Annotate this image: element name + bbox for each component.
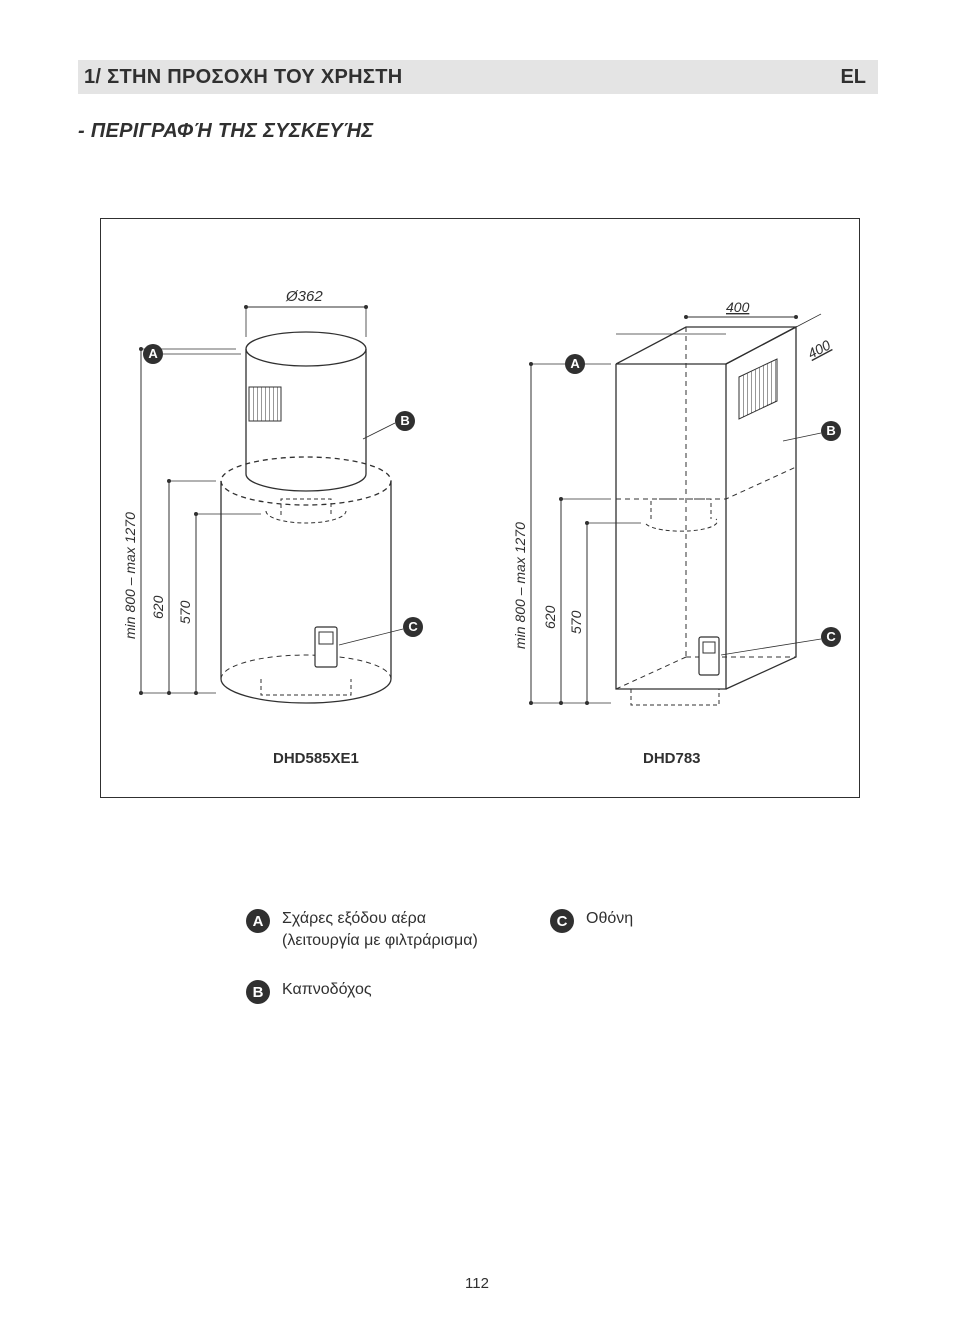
legend-item-b: B Καπνοδόχος [246,979,372,1004]
legend-item-c: C Οθόνη [550,908,633,933]
dim-h2: 570 [177,600,193,624]
language-tag: EL [840,66,866,89]
model-right-label: DHD783 [643,750,701,767]
section-subtitle: - ΠΕΡΙΓΡΑΦΉ ΤΗΣ ΣΥΣΚΕΥΉΣ [78,120,374,143]
dim-height: min 800 – max 1270 [122,512,138,639]
dim-h1: 620 [150,595,166,619]
svg-text:620: 620 [542,605,558,629]
figure-frame: Ø362 min 800 – max 1270 620 570 A B C [100,218,860,798]
svg-text:C: C [826,629,836,644]
svg-text:B: B [400,413,409,428]
bullet-a-icon: A [246,909,270,933]
section-title: 1/ ΣΤΗΝ ΠΡΟΣΟΧΗ ΤΟΥ ΧΡΗΣΤΗ [84,66,402,89]
bullet-b-icon: B [246,980,270,1004]
svg-text:min 800 – max 1270: min 800 – max 1270 [512,522,528,649]
model-right: 400 400 min 800 – max 1270 620 570 A B C [512,299,841,705]
svg-text:C: C [408,619,418,634]
legend-row-1: A Σχάρες εξόδου αέρα (λειτουργία με φιλτ… [246,908,806,951]
legend-row-2: B Καπνοδόχος [246,979,806,1004]
page-number: 112 [0,1275,954,1292]
legend-item-a: A Σχάρες εξόδου αέρα (λειτουργία με φιλτ… [246,908,546,951]
bullet-c-icon: C [550,909,574,933]
legend-b-text: Καπνοδόχος [282,979,372,1001]
legend-a-text: Σχάρες εξόδου αέρα (λειτουργία με φιλτρά… [282,908,478,951]
svg-text:B: B [826,423,835,438]
svg-text:A: A [148,346,158,361]
dim-depth: 400 [805,336,833,361]
svg-text:570: 570 [568,610,584,634]
dim-width: 400 [726,299,750,315]
dim-diameter: Ø362 [285,288,323,305]
diagram-svg: Ø362 min 800 – max 1270 620 570 A B C [101,219,859,797]
legend-c-text: Οθόνη [586,908,633,930]
legend: A Σχάρες εξόδου αέρα (λειτουργία με φιλτ… [246,908,806,1032]
section-header: 1/ ΣΤΗΝ ΠΡΟΣΟΧΗ ΤΟΥ ΧΡΗΣΤΗ EL [78,60,878,94]
model-left: Ø362 min 800 – max 1270 620 570 A B C [122,288,423,703]
model-left-label: DHD585XE1 [273,750,359,767]
svg-text:A: A [570,356,580,371]
